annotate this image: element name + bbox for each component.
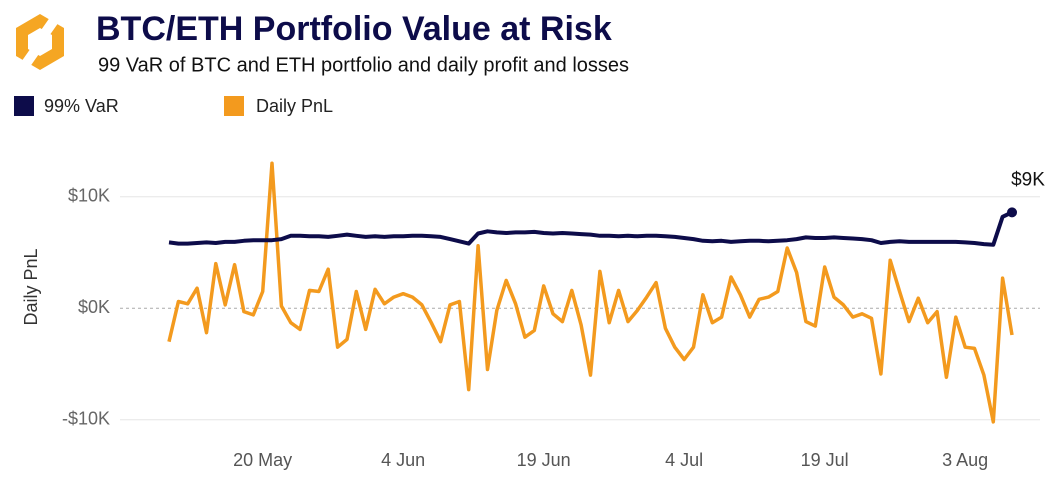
y-tick-label: $0K: [78, 297, 110, 317]
logo-gap: [18, 47, 40, 72]
logo: [16, 12, 64, 72]
value-label: $9K: [1011, 169, 1045, 190]
legend-swatch: [224, 96, 244, 116]
chart-subtitle: 99 VaR of BTC and ETH portfolio and dail…: [98, 54, 629, 76]
logo-hole: [28, 28, 52, 56]
x-tick-label: 3 Aug: [942, 450, 988, 470]
y-axis-title: Daily PnL: [21, 248, 41, 325]
end-dot: [1007, 207, 1017, 218]
x-tick-label: 4 Jun: [381, 450, 425, 470]
x-tick-label: 20 May: [233, 450, 292, 470]
x-tick-label: 19 Jul: [801, 450, 849, 470]
x-tick-label: 4 Jul: [665, 450, 703, 470]
series-line: [167, 161, 1014, 424]
chart-title: BTC/ETH Portfolio Value at Risk: [96, 10, 612, 48]
legend-swatch: [14, 96, 34, 116]
series-line: [168, 210, 1013, 247]
y-tick-label: -$10K: [62, 408, 110, 428]
x-tick-label: 19 Jun: [517, 450, 571, 470]
legend-label: 99% VaR: [44, 96, 119, 116]
legend-label: Daily PnL: [256, 96, 333, 116]
logo-gap: [40, 12, 62, 37]
y-tick-label: $10K: [68, 185, 110, 205]
